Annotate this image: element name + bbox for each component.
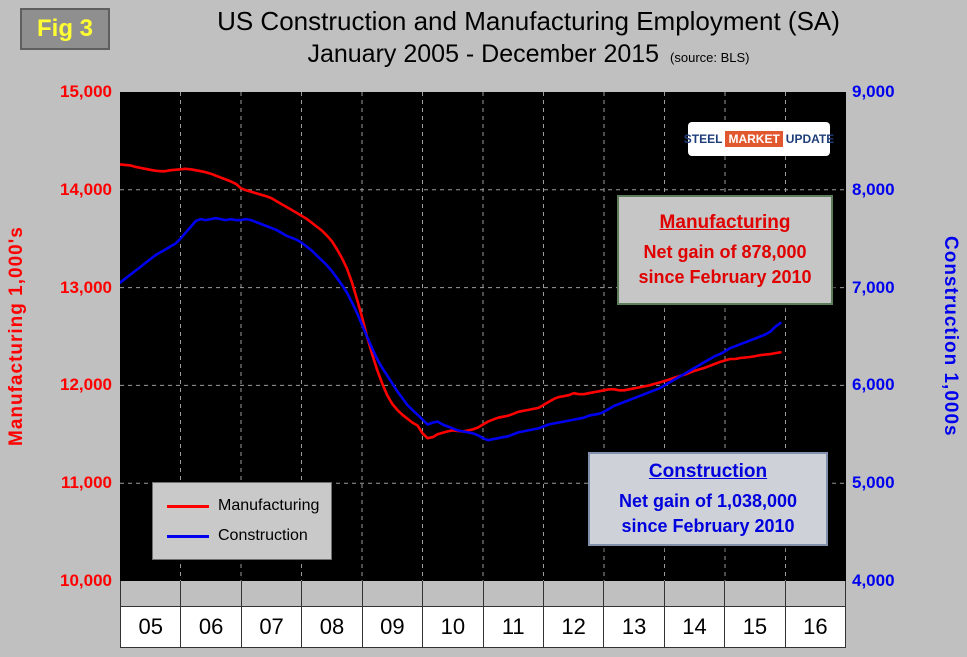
left-axis-tick: 14,000	[60, 180, 112, 199]
construction-line-swatch	[167, 534, 209, 538]
right-axis-title: Construction 1,000s	[940, 236, 961, 437]
logo-market-text: MARKET	[725, 131, 783, 147]
figure-number-badge: Fig 3	[20, 8, 110, 50]
left-axis-tick: 15,000	[60, 82, 112, 101]
right-axis-tick: 4,000	[852, 571, 895, 590]
logo-steel-text: STEEL	[683, 132, 723, 146]
chart-source-note: (source: BLS)	[670, 50, 750, 65]
chart-subtitle: January 2005 - December 2015 (source: BL…	[120, 40, 937, 69]
left-axis-tick: 10,000	[60, 571, 112, 590]
year-label: 05	[120, 606, 182, 648]
chart-canvas	[120, 92, 846, 581]
manufacturing-annotation-line2: since February 2010	[638, 267, 812, 287]
legend-label-construction: Construction	[218, 527, 308, 544]
year-label: 07	[240, 606, 303, 648]
year-label: 14	[663, 606, 726, 648]
year-label: 06	[180, 606, 242, 648]
legend: Manufacturing Construction	[152, 482, 332, 560]
manufacturing-line-swatch	[167, 504, 209, 508]
year-label: 11	[482, 606, 544, 648]
year-label: 16	[784, 606, 847, 648]
x-axis-tick-marks	[120, 581, 847, 606]
right-axis-tick: 9,000	[852, 82, 895, 101]
logo-update-text: UPDATE	[785, 132, 835, 146]
left-axis-title: Manufacturing 1,000's	[6, 226, 27, 447]
construction-annotation-title: Construction	[648, 461, 768, 482]
right-axis-tick: 5,000	[852, 473, 895, 492]
left-axis-tick: 12,000	[60, 375, 112, 394]
legend-item-construction: Construction	[167, 527, 331, 545]
manufacturing-annotation-title: Manufacturing	[659, 212, 791, 233]
year-label: 12	[542, 606, 605, 648]
year-label: 13	[603, 606, 665, 648]
year-label: 08	[301, 606, 363, 648]
chart-subtitle-text: January 2005 - December 2015	[307, 40, 660, 68]
x-axis-year-labels: 05 06 07 08 09 10 11 12 13 14 15 16	[120, 606, 847, 648]
year-label: 09	[361, 606, 424, 648]
legend-label-manufacturing: Manufacturing	[218, 497, 320, 514]
construction-annotation-line2: since February 2010	[621, 516, 795, 536]
plot-area: STEEL MARKET UPDATE Manufacturing Net ga…	[120, 92, 846, 581]
left-axis-tick: 13,000	[60, 278, 112, 297]
right-axis-tick: 7,000	[852, 278, 895, 297]
manufacturing-annotation: Manufacturing Net gain of 878,000 since …	[617, 195, 833, 305]
construction-annotation-line1: Net gain of 1,038,000	[618, 491, 798, 511]
steel-market-update-logo: STEEL MARKET UPDATE	[684, 122, 834, 156]
right-axis-tick: 8,000	[852, 180, 895, 199]
chart-title-block: US Construction and Manufacturing Employ…	[120, 6, 937, 69]
legend-item-manufacturing: Manufacturing	[167, 497, 331, 515]
left-axis-tick: 11,000	[60, 473, 112, 492]
construction-annotation: Construction Net gain of 1,038,000 since…	[588, 452, 828, 546]
year-label: 10	[422, 606, 484, 648]
manufacturing-annotation-line1: Net gain of 878,000	[643, 242, 807, 262]
right-axis-tick: 6,000	[852, 375, 895, 394]
chart-title: US Construction and Manufacturing Employ…	[217, 6, 840, 36]
year-label: 15	[724, 606, 786, 648]
